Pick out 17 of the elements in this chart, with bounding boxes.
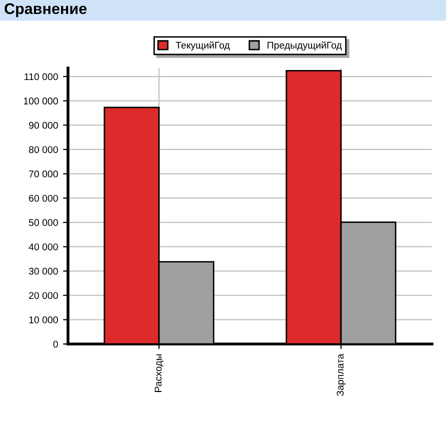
y-tick-label: 80 000 bbox=[28, 146, 58, 154]
x-tick-label: Расходы bbox=[154, 354, 164, 392]
y-tick-label: 100 000 bbox=[24, 98, 58, 104]
y-tick-label: 20 000 bbox=[29, 292, 58, 299]
x-tick-label: Зарплата bbox=[336, 354, 346, 396]
y-tick-label: 10 000 bbox=[29, 316, 58, 324]
legend-label: ПредыдущийГод bbox=[268, 41, 342, 51]
y-tick-label: 90 000 bbox=[29, 122, 58, 129]
y-tick-label: 60 000 bbox=[29, 194, 58, 202]
legend-label: ТекущийГод bbox=[176, 41, 230, 51]
y-tick-label: 40 000 bbox=[28, 243, 58, 250]
y-tick-label: 110 000 bbox=[24, 73, 58, 80]
y-tick-label: 70 000 bbox=[29, 170, 58, 178]
y-tick-label: 30 000 bbox=[28, 268, 58, 275]
y-tick-label: 0 bbox=[53, 340, 58, 348]
y-tick-label: 50 000 bbox=[28, 219, 58, 226]
chart-title: Сравнение bbox=[4, 3, 87, 18]
